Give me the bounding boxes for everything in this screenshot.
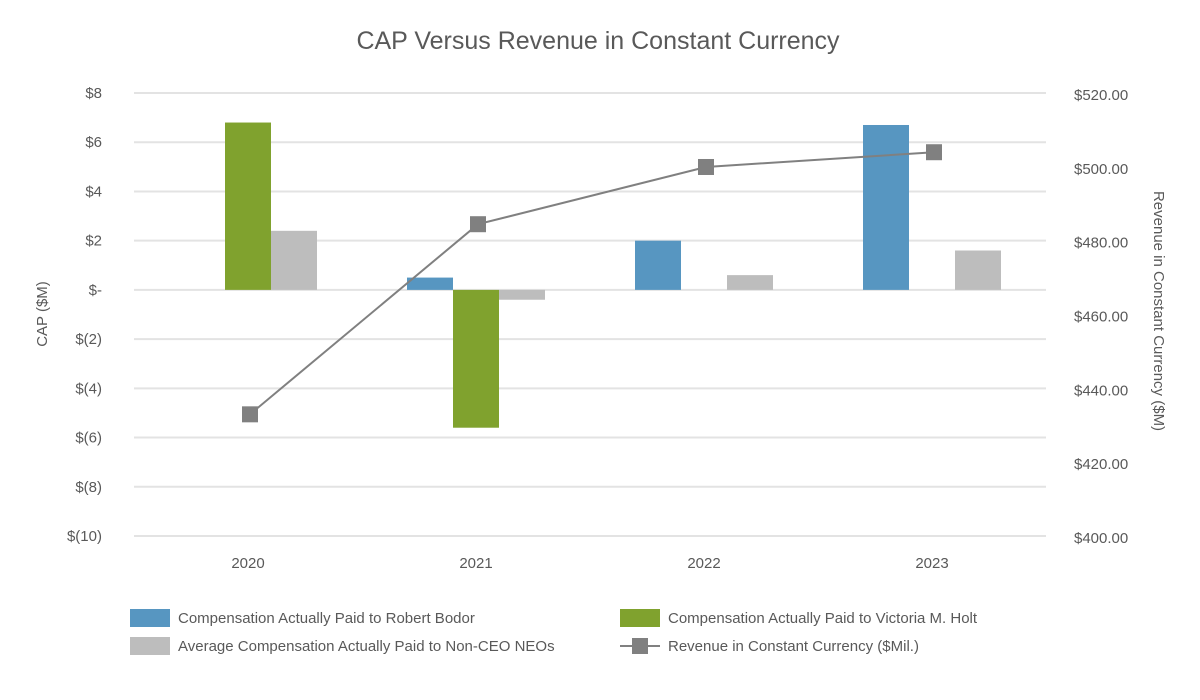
y-axis-label: CAP ($M) — [34, 281, 51, 347]
x-tick-label: 2021 — [459, 555, 492, 572]
y2-tick-label: $500.00 — [1074, 161, 1128, 178]
x-axis-ticks: 2020 2021 2022 2023 — [231, 555, 948, 572]
legend-marker — [632, 638, 648, 654]
bar — [407, 277, 453, 290]
bar — [225, 122, 271, 290]
revenue-line — [249, 151, 935, 416]
right-axis-ticks: $520.00 $500.00 $480.00 $460.00 $440.00 $420.… — [1074, 87, 1128, 547]
legend-label: Compensation Actually Paid to Victoria M… — [668, 610, 978, 627]
y2-tick-label: $420.00 — [1074, 456, 1128, 473]
x-tick-label: 2022 — [687, 555, 720, 572]
bar — [727, 275, 773, 290]
legend: Compensation Actually Paid to Robert Bod… — [130, 609, 978, 655]
x-tick-label: 2020 — [231, 555, 264, 572]
revenue-marker — [698, 158, 714, 175]
y2-tick-label: $520.00 — [1074, 87, 1128, 104]
legend-label: Average Compensation Actually Paid to No… — [178, 638, 555, 655]
bar — [453, 289, 499, 428]
y-tick-label: $(2) — [75, 331, 102, 348]
y-tick-label: $(8) — [75, 479, 102, 496]
bars — [225, 122, 1001, 428]
revenue-marker — [926, 144, 942, 161]
y2-tick-label: $440.00 — [1074, 382, 1128, 399]
legend-swatch — [130, 637, 170, 655]
revenue-line-layer — [242, 144, 942, 423]
revenue-marker — [242, 406, 258, 423]
y-tick-label: $- — [89, 282, 102, 299]
bar — [499, 289, 545, 300]
y-tick-label: $8 — [85, 85, 102, 102]
bar — [635, 240, 681, 290]
legend-label: Revenue in Constant Currency ($Mil.) — [668, 638, 919, 655]
y2-tick-label: $480.00 — [1074, 235, 1128, 252]
bar — [863, 124, 909, 290]
chart-title: CAP Versus Revenue in Constant Currency — [356, 27, 840, 55]
legend-swatch — [130, 609, 170, 627]
y-tick-label: $(6) — [75, 430, 102, 447]
bar — [271, 230, 317, 290]
x-tick-label: 2023 — [915, 555, 948, 572]
y-tick-label: $6 — [85, 134, 102, 151]
legend-label: Compensation Actually Paid to Robert Bod… — [178, 610, 475, 627]
y-tick-label: $4 — [85, 183, 102, 200]
y-tick-label: $(10) — [67, 528, 102, 545]
y2-tick-label: $400.00 — [1074, 530, 1128, 547]
y-tick-label: $2 — [85, 233, 102, 250]
y2-axis-label: Revenue in Constant Currency ($M) — [1150, 191, 1167, 431]
y-tick-label: $(4) — [75, 380, 102, 397]
left-axis-ticks: $8 $6 $4 $2 $- $(2) $(4) $(6) $(8) $(10) — [67, 85, 102, 545]
y2-tick-label: $460.00 — [1074, 309, 1128, 326]
bar — [955, 250, 1001, 290]
revenue-marker — [470, 216, 486, 233]
legend-swatch — [620, 609, 660, 627]
